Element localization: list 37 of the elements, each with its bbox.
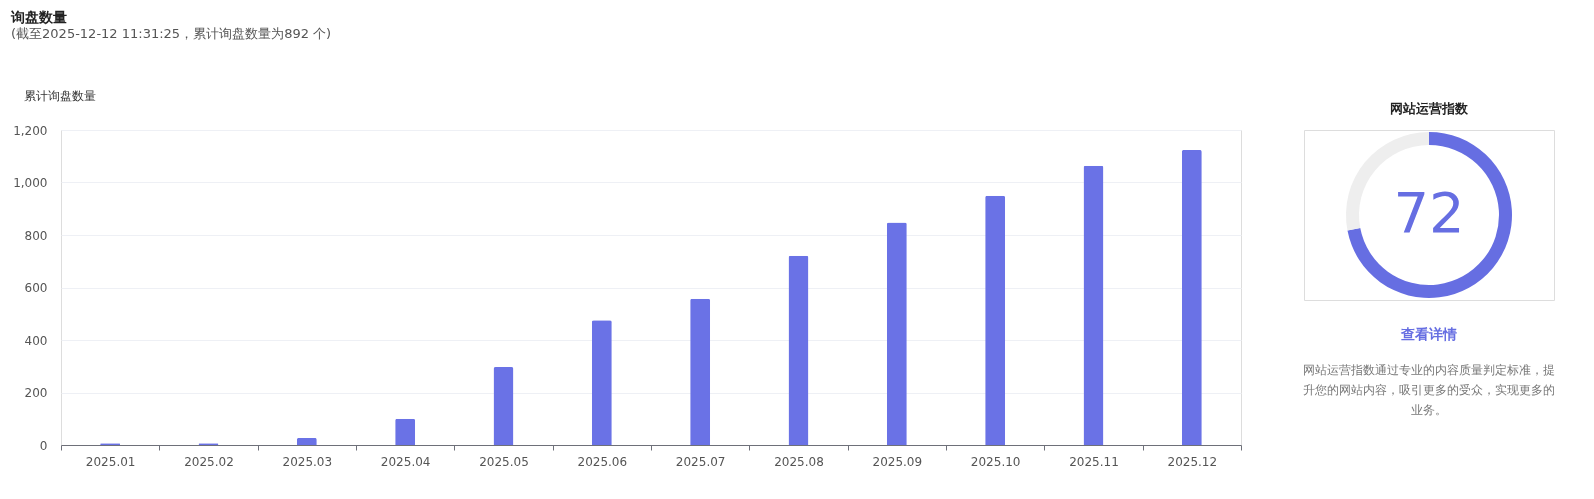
bar [690, 298, 711, 445]
x-tick-label: 2025.11 [1069, 454, 1119, 469]
x-tick-label: 2025.07 [675, 454, 726, 469]
y-tick-label: 0 [39, 438, 48, 453]
y-tick-label: 600 [24, 281, 48, 295]
x-tick-label: 2025.06 [577, 454, 628, 469]
chart-subtitle: (截至2025-12-12 11:31:25，累计询盘数量为892 个) [11, 26, 332, 41]
bar [296, 437, 317, 445]
x-tick-label: 2025.09 [872, 454, 923, 469]
y-tick-label: 1,000 [13, 176, 48, 190]
x-tick-label: 2025.05 [479, 454, 529, 469]
x-tick-label: 2025.04 [380, 454, 431, 469]
bar [788, 255, 809, 445]
bar [1181, 149, 1202, 445]
bar [1083, 165, 1104, 445]
x-tick-label: 2025.02 [184, 454, 234, 469]
x-tick-label: 2025.08 [774, 454, 824, 469]
y-axis-title: 累计询盘数量 [23, 88, 96, 103]
x-tick-label: 2025.10 [970, 454, 1021, 469]
chart-title: 询盘数量 [10, 9, 67, 25]
bar [395, 418, 416, 445]
bar [985, 195, 1006, 445]
x-tick-label: 2025.01 [85, 454, 136, 469]
bar [493, 367, 514, 445]
y-tick-label: 200 [24, 386, 48, 400]
y-tick-label: 1,200 [13, 123, 48, 138]
text: 72 [1393, 180, 1465, 245]
y-tick-label: 800 [24, 228, 48, 243]
donut-slice [1347, 132, 1512, 298]
text: 网站运营指数通过专业的内容质量判定标准，提升您的网站内容，吸引更多的受众，实现更多的业务。 [1303, 363, 1555, 417]
x-tick-label: 2025.03 [282, 454, 333, 469]
y-tick-label: 400 [24, 333, 48, 348]
chart-title: 网站运营指数 [1390, 101, 1469, 116]
x-tick-label: 2025.12 [1167, 454, 1218, 469]
text: 查看详情 [1400, 326, 1457, 342]
bar [591, 320, 612, 445]
bar [886, 222, 907, 445]
